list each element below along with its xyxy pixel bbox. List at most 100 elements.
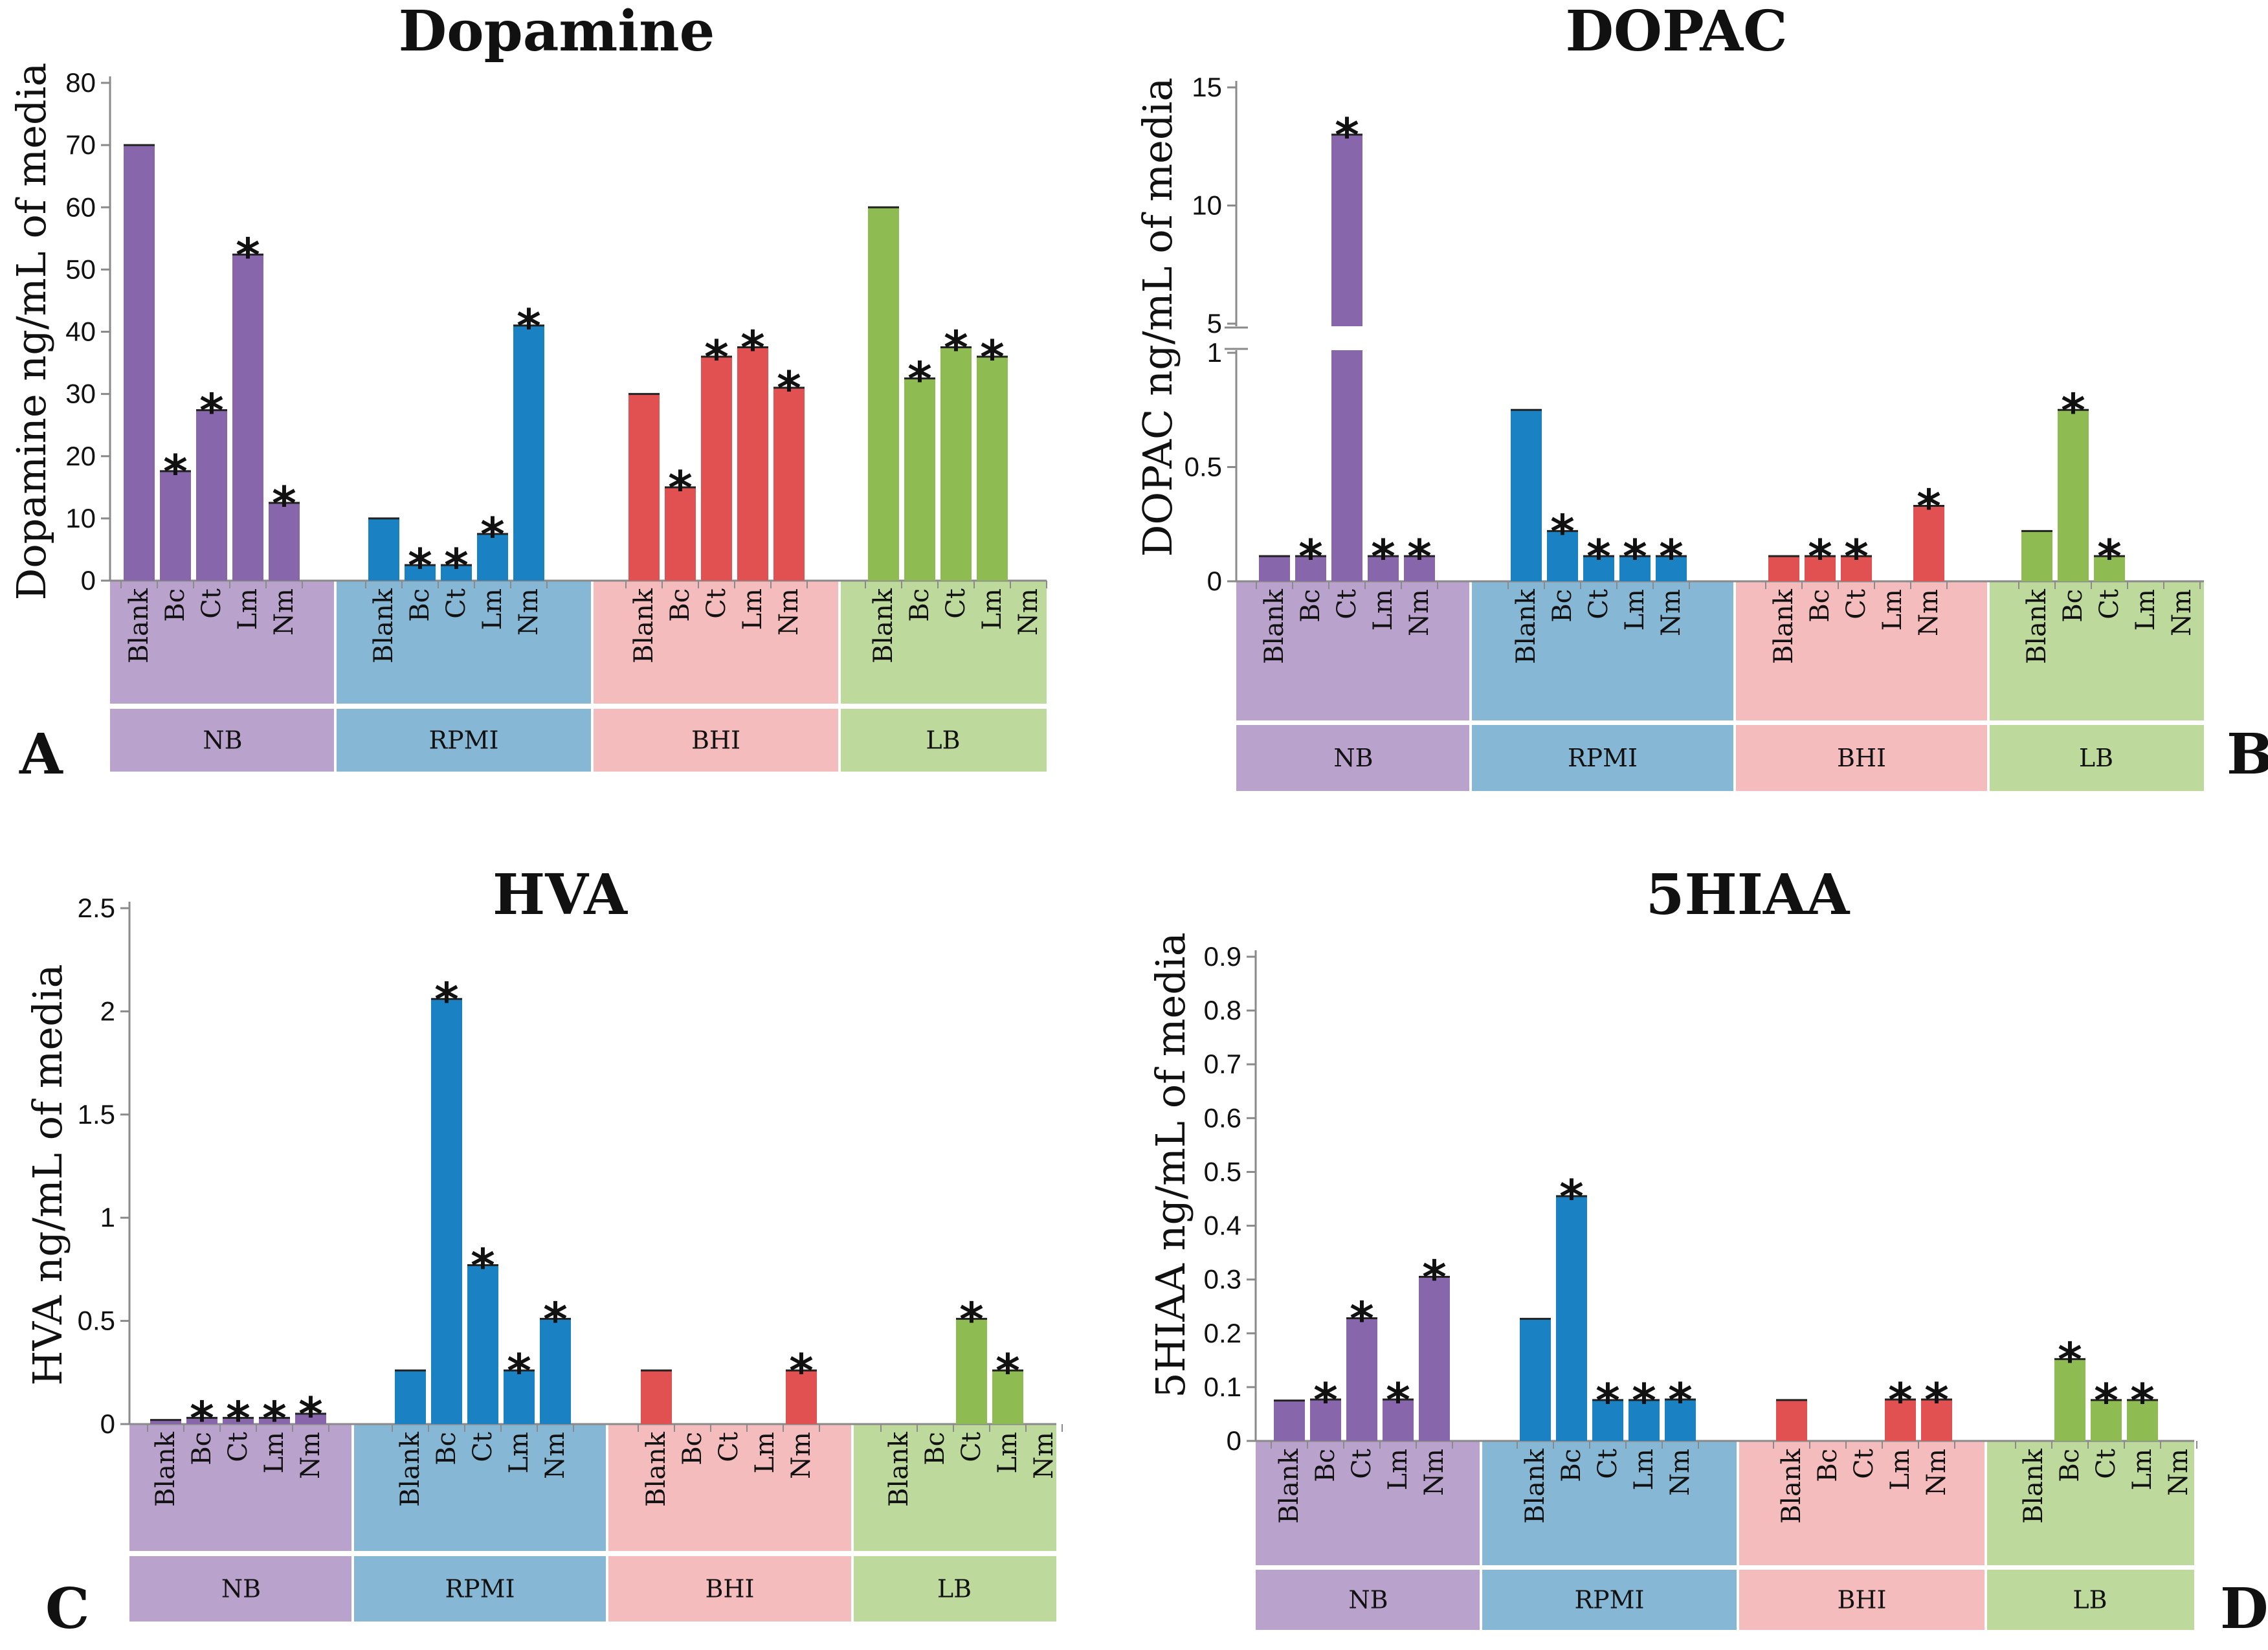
y-tick-label: 0.2	[1204, 1318, 1241, 1348]
y-tick-label: 0.8	[1204, 995, 1241, 1025]
category-label: Lm	[478, 588, 507, 630]
panel-letter: B	[2227, 722, 2268, 787]
bar-rpmi-blank	[1520, 1319, 1551, 1441]
y-tick-label: 0.5	[1204, 1156, 1241, 1187]
chart-title: DOPAC	[1565, 0, 1787, 64]
chart-panel-d: 5HIAA 5HIAA ng/mL of media NB RPMI BHI LB 0 0.1…	[1147, 862, 2268, 1642]
category-label: Blank	[629, 588, 659, 663]
y-tick-label: 0	[1207, 566, 1222, 596]
category-band-nb	[1236, 581, 1471, 720]
group-label: BHI	[1837, 744, 1886, 772]
bar-nb-blank	[1274, 1400, 1305, 1441]
group-band-bhi	[592, 709, 839, 772]
group-band-bhi	[607, 1556, 852, 1622]
category-band-bhi	[1735, 581, 1988, 720]
bar-rpmi-bc	[431, 999, 462, 1424]
category-label: Bc	[1296, 589, 1326, 623]
group-label: NB	[221, 1575, 261, 1603]
bar-lb-ct	[940, 347, 972, 581]
category-label: Nm	[786, 1432, 816, 1479]
bar-bhi-nm	[786, 1370, 817, 1424]
category-label: Lm	[2128, 1449, 2157, 1491]
category-label: Nm	[774, 588, 804, 636]
bar-rpmi-nm	[1656, 556, 1687, 581]
y-tick-label: 10	[65, 503, 96, 533]
significance-star: *	[907, 352, 932, 407]
category-band-lb	[1986, 1441, 2194, 1565]
bar-lb-bc	[2058, 410, 2089, 581]
group-label: RPMI	[445, 1575, 515, 1603]
category-label: Lm	[260, 1432, 289, 1474]
y-tick-label: 0.7	[1204, 1049, 1241, 1079]
category-label: Bc	[665, 588, 695, 622]
bar-nb-bc	[1310, 1399, 1341, 1441]
chart-panel-b: DOPAC DOPAC ng/mL of media NB RPMI BHI LB 0 0.5…	[1134, 0, 2268, 791]
category-label: Nm	[296, 1432, 326, 1479]
chart-title: 5HIAA	[1646, 862, 1851, 928]
bar-lb-lm	[992, 1370, 1023, 1424]
significance-star: *	[944, 321, 968, 375]
bar-bhi-nm	[1921, 1399, 1952, 1441]
bar-bhi-lm	[737, 347, 768, 581]
category-label: Nm	[269, 588, 299, 636]
y-tick-label: 0.1	[1204, 1372, 1241, 1402]
significance-star: *	[298, 1387, 323, 1442]
bar-rpmi-blank	[368, 518, 399, 581]
bar-nb-blank	[150, 1420, 181, 1424]
y-tick-label: 80	[65, 67, 96, 98]
bar-bhi-bc	[665, 487, 696, 581]
bar-nb-bc	[1295, 556, 1326, 581]
category-label: Bc	[405, 588, 435, 622]
bar-lb-lm	[2127, 1399, 2158, 1441]
bar-bhi-nm	[1913, 506, 1944, 581]
category-label: Ct	[714, 1432, 744, 1462]
significance-star: *	[434, 972, 459, 1027]
category-band-lb	[1988, 581, 2204, 720]
significance-star: *	[1888, 1373, 1913, 1427]
category-label: Lm	[233, 588, 263, 630]
bar-nb-ct	[1331, 135, 1362, 581]
y-tick-label: 0	[100, 1409, 115, 1439]
y-tick-label: 50	[65, 254, 96, 284]
group-band-nb	[129, 1556, 353, 1622]
bar-bhi-ct	[701, 356, 732, 581]
category-label: Ct	[197, 588, 227, 619]
y-axis-label: DOPAC ng/mL of media	[1134, 78, 1181, 557]
group-band-lb	[839, 709, 1047, 772]
category-label: Nm	[1014, 588, 1043, 636]
significance-star: *	[507, 1344, 531, 1398]
bar-rpmi-nm	[1665, 1399, 1696, 1441]
y-tick-label: 70	[65, 129, 96, 160]
group-label: BHI	[1837, 1586, 1886, 1614]
category-label: Nm	[1419, 1449, 1449, 1496]
axis-break-gap	[1223, 326, 1612, 350]
category-band-rpmi	[1471, 581, 1735, 720]
category-label: Bc	[678, 1432, 707, 1466]
category-label: Lm	[738, 588, 768, 630]
significance-star: *	[1407, 530, 1432, 584]
group-band-nb	[1236, 725, 1471, 791]
category-label: Lm	[1885, 1449, 1915, 1491]
chart-panel-a: Dopamine Dopamine ng/mL of media NB RPMI BHI…	[8, 0, 1047, 787]
category-label: Ct	[1593, 1449, 1623, 1479]
significance-star: *	[2130, 1374, 2155, 1428]
bar-rpmi-bc	[1556, 1196, 1587, 1441]
significance-star: *	[1917, 480, 1941, 534]
group-label: BHI	[705, 1575, 754, 1603]
bar-nb-ct	[196, 410, 227, 581]
category-label: Ct	[223, 1432, 253, 1462]
bar-nb-blank	[1259, 556, 1290, 581]
category-label: Bc	[1813, 1449, 1843, 1482]
category-band-rpmi	[1481, 1441, 1738, 1565]
bar-bhi-blank	[641, 1370, 672, 1424]
bar-lb-bc	[2054, 1359, 2085, 1441]
significance-star: *	[1350, 1292, 1374, 1346]
category-label: Blank	[369, 588, 399, 663]
bar-nb-nm	[269, 502, 300, 581]
bar-nb-nm	[1404, 556, 1435, 581]
category-label: Bc	[1557, 1449, 1586, 1482]
bar-lb-lm	[977, 356, 1008, 581]
significance-star: *	[995, 1344, 1020, 1398]
category-label: Blank	[124, 588, 154, 663]
y-axis-label: 5HIAA ng/mL of media	[1147, 932, 1194, 1398]
